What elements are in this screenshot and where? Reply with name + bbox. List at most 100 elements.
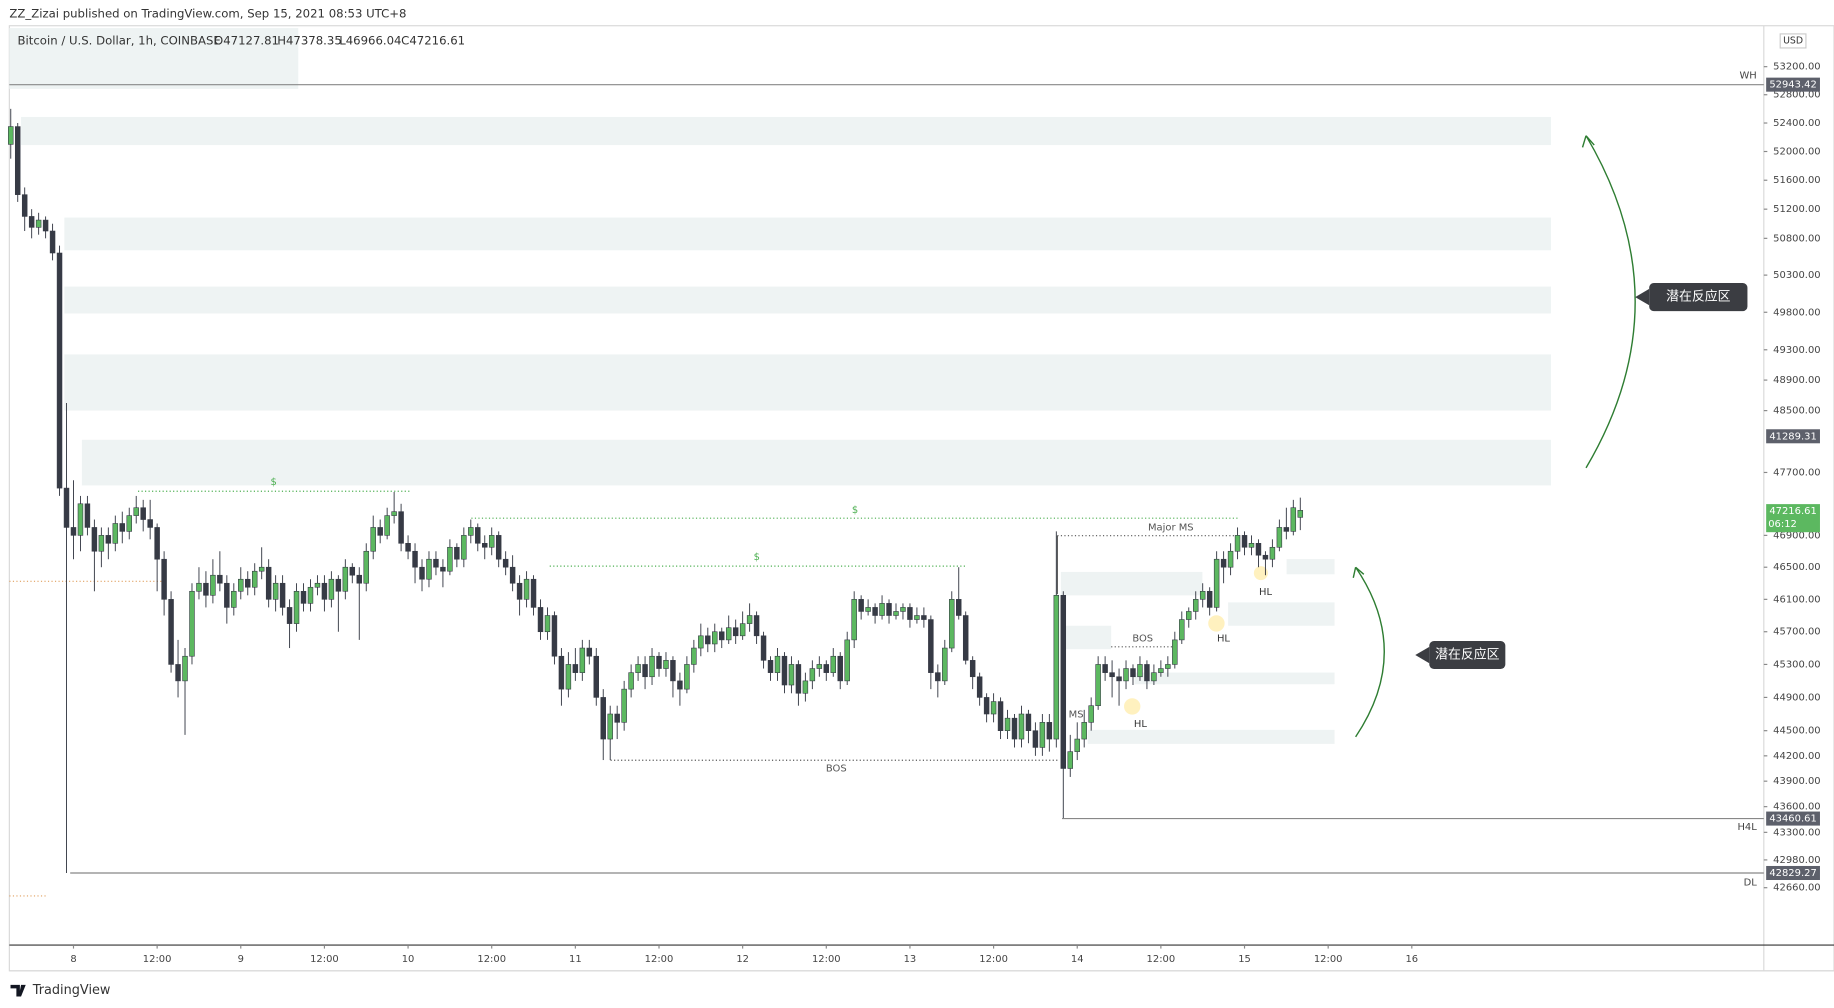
candle-body <box>649 655 655 678</box>
candle-body <box>1227 550 1234 568</box>
zone <box>81 439 1551 486</box>
candle-body <box>705 635 711 645</box>
candle-body <box>1046 722 1053 740</box>
candle-body <box>942 647 948 682</box>
candle-body <box>509 566 516 584</box>
candle-body <box>572 664 579 673</box>
candle-body <box>356 574 363 584</box>
candle-body <box>8 126 14 145</box>
candle-body <box>433 558 439 568</box>
candle-body <box>426 558 432 580</box>
frame <box>8 25 1834 972</box>
candle-body <box>739 623 746 637</box>
symbol-title: Bitcoin / U.S. Dollar, 1h, COINBASE <box>18 33 221 47</box>
candle-body <box>1074 738 1080 752</box>
arrow <box>1352 566 1385 738</box>
candle-body <box>628 672 634 690</box>
candle-body <box>956 599 962 616</box>
candle-body <box>84 503 91 528</box>
candle-body <box>391 511 397 516</box>
price-box-label: 43460.61 <box>1769 814 1816 825</box>
annotation: HL <box>1134 719 1147 730</box>
candle-body <box>112 523 119 544</box>
y-tick-label: 52400.00 <box>1773 118 1820 129</box>
y-tick-label: 46900.00 <box>1773 530 1820 541</box>
candle-body <box>837 655 843 682</box>
candle-body <box>119 523 126 532</box>
zone <box>64 286 1551 314</box>
candle-body <box>816 664 823 669</box>
countdown: 06:12 <box>1768 519 1797 530</box>
candle-body <box>997 701 1004 731</box>
candle-body <box>175 664 181 682</box>
candle-body <box>1095 664 1101 706</box>
annotation: BOS <box>826 763 847 774</box>
x-tick-label: 12:00 <box>645 954 674 965</box>
price-box-label: 52943.42 <box>1769 80 1816 91</box>
annotation: BOS <box>1132 634 1153 645</box>
x-tick-label: 13 <box>904 954 917 965</box>
candle-body <box>147 519 153 528</box>
candle-body <box>300 590 307 604</box>
candle-body <box>475 527 481 544</box>
candle-body <box>551 615 558 657</box>
candle-body <box>203 582 209 596</box>
candle-body <box>907 607 913 620</box>
candle-body <box>314 582 321 588</box>
level-label: H4L <box>1737 822 1757 833</box>
candle-body <box>91 527 98 552</box>
price-box-label: 41289.31 <box>1769 431 1816 442</box>
price-box <box>1766 77 1820 92</box>
candle-body <box>468 527 474 536</box>
candle-body <box>1053 595 1060 740</box>
candle-body <box>189 590 195 657</box>
candle-body <box>879 603 885 616</box>
candle-body <box>1255 543 1262 556</box>
arrow <box>1581 135 1636 469</box>
x-tick-label: 8 <box>70 954 76 965</box>
legend-high: H47378.35 <box>277 33 342 47</box>
candle-body <box>154 527 160 560</box>
y-tick-label: 42980.00 <box>1773 855 1820 866</box>
candle-body <box>983 697 990 715</box>
candle-body <box>1172 639 1178 665</box>
candle-body <box>1137 664 1143 678</box>
y-tick-label: 49300.00 <box>1773 345 1820 356</box>
candle-body <box>1123 668 1129 682</box>
candle-body <box>746 615 753 624</box>
zone <box>1060 625 1112 650</box>
candle-body <box>98 535 105 552</box>
candle-body <box>1144 664 1150 682</box>
candle-body <box>691 647 697 665</box>
candle-body <box>830 655 836 673</box>
candle-body <box>454 546 460 560</box>
candle-body <box>893 611 899 616</box>
candle-body <box>719 631 725 641</box>
candle-body <box>502 558 509 568</box>
candle-body <box>949 599 955 649</box>
candle-body <box>656 655 662 669</box>
candle-body <box>231 590 237 608</box>
candle-body <box>461 535 467 560</box>
y-tick-label: 53200.00 <box>1773 62 1820 73</box>
candle-body <box>182 655 188 682</box>
y-tick-label: 48900.00 <box>1773 375 1820 386</box>
candle-body <box>1234 535 1241 552</box>
candle-body <box>544 615 551 633</box>
candle-body <box>865 607 871 612</box>
current-price-box <box>1766 504 1820 533</box>
y-tick-label: 43600.00 <box>1773 802 1820 813</box>
candle-body <box>558 655 565 690</box>
candle-body <box>42 219 49 232</box>
candle-body <box>1179 619 1185 641</box>
candle-body <box>1067 751 1073 769</box>
zone <box>1228 602 1335 626</box>
candle-body <box>1018 713 1025 740</box>
annotation: $ <box>754 552 760 563</box>
y-tick-label: 50300.00 <box>1773 270 1820 281</box>
candle-body <box>447 546 453 572</box>
annotation: $ <box>271 477 277 488</box>
candle-body <box>495 535 502 560</box>
candle-body <box>851 599 857 641</box>
